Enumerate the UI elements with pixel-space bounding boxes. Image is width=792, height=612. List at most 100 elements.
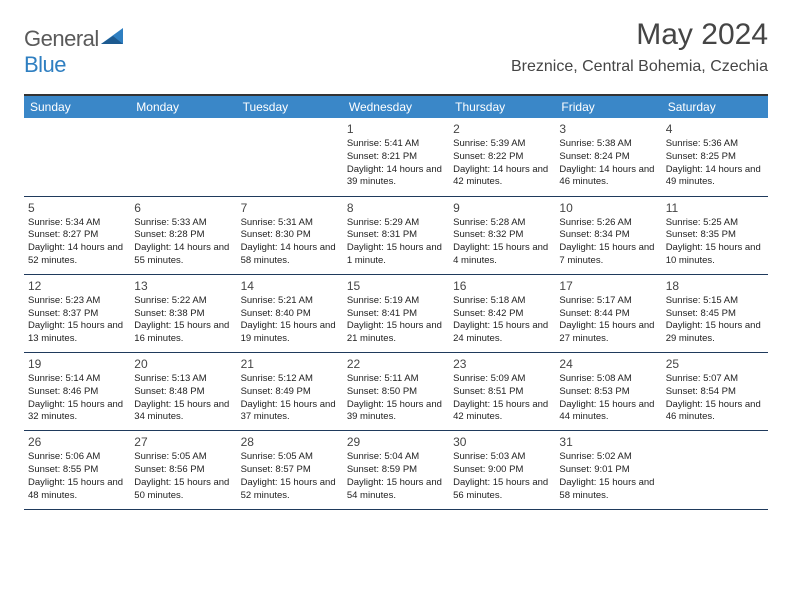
day-details: Sunrise: 5:23 AMSunset: 8:37 PMDaylight:…	[28, 295, 126, 346]
day-details: Sunrise: 5:26 AMSunset: 8:34 PMDaylight:…	[559, 217, 657, 268]
calendar-cell: 30Sunrise: 5:03 AMSunset: 9:00 PMDayligh…	[449, 431, 555, 509]
day-number: 3	[559, 122, 657, 136]
day-number: 9	[453, 201, 551, 215]
calendar-cell: 23 Sunrise: 5:09 AMSunset: 8:51 PMDayligh…	[449, 353, 555, 431]
day-number: 30	[453, 435, 551, 449]
day-header: Tuesday	[237, 96, 343, 118]
day-details: Sunrise: 5:11 AMSunset: 8:50 PMDaylight:…	[347, 373, 445, 424]
day-number: 7	[241, 201, 339, 215]
day-number: 8	[347, 201, 445, 215]
brand-word-1: General	[24, 26, 99, 51]
day-details: Sunrise: 5:19 AMSunset: 8:41 PMDaylight:…	[347, 295, 445, 346]
calendar-cell: 16 Sunrise: 5:18 AMSunset: 8:42 PMDayligh…	[449, 274, 555, 352]
calendar-cell: 18Sunrise: 5:15 AMSunset: 8:45 PMDayligh…	[662, 274, 768, 352]
calendar-cell: 8 Sunrise: 5:29 AMSunset: 8:31 PMDaylight…	[343, 196, 449, 274]
calendar-row: 12 Sunrise: 5:23 AMSunset: 8:37 PMDayligh…	[24, 274, 768, 352]
day-number: 17	[559, 279, 657, 293]
day-header: Sunday	[24, 96, 130, 118]
day-details: Sunrise: 5:34 AMSunset: 8:27 PMDaylight:…	[28, 217, 126, 268]
day-header: Friday	[555, 96, 661, 118]
day-details: Sunrise: 5:41 AMSunset: 8:21 PMDaylight:…	[347, 138, 445, 189]
day-header: Monday	[130, 96, 236, 118]
calendar-cell: 29Sunrise: 5:04 AMSunset: 8:59 PMDayligh…	[343, 431, 449, 509]
calendar-cell: 4Sunrise: 5:36 AMSunset: 8:25 PMDaylight…	[662, 118, 768, 196]
calendar-cell: 6 Sunrise: 5:33 AMSunset: 8:28 PMDaylight…	[130, 196, 236, 274]
page-header: General Blue May 2024 Breznice, Central …	[24, 18, 768, 88]
day-number: 29	[347, 435, 445, 449]
calendar-cell: 26 Sunrise: 5:06 AMSunset: 8:55 PMDayligh…	[24, 431, 130, 509]
day-header: Thursday	[449, 96, 555, 118]
calendar-cell: 15 Sunrise: 5:19 AMSunset: 8:41 PMDayligh…	[343, 274, 449, 352]
calendar-cell	[237, 118, 343, 196]
day-number: 14	[241, 279, 339, 293]
day-details: Sunrise: 5:12 AMSunset: 8:49 PMDaylight:…	[241, 373, 339, 424]
calendar-row: 26 Sunrise: 5:06 AMSunset: 8:55 PMDayligh…	[24, 431, 768, 509]
day-number: 10	[559, 201, 657, 215]
calendar-cell: 11 Sunrise: 5:25 AMSunset: 8:35 PMDayligh…	[662, 196, 768, 274]
day-details: Sunrise: 5:18 AMSunset: 8:42 PMDaylight:…	[453, 295, 551, 346]
day-number: 23	[453, 357, 551, 371]
calendar-grid: SundayMondayTuesdayWednesdayThursdayFrid…	[24, 96, 768, 510]
day-number: 31	[559, 435, 657, 449]
day-details: Sunrise: 5:39 AMSunset: 8:22 PMDaylight:…	[453, 138, 551, 189]
calendar-cell: 31Sunrise: 5:02 AMSunset: 9:01 PMDayligh…	[555, 431, 661, 509]
calendar-cell: 27Sunrise: 5:05 AMSunset: 8:56 PMDayligh…	[130, 431, 236, 509]
day-details: Sunrise: 5:15 AMSunset: 8:45 PMDaylight:…	[666, 295, 764, 346]
calendar-row: 5 Sunrise: 5:34 AMSunset: 8:27 PMDaylight…	[24, 196, 768, 274]
day-number: 26	[28, 435, 126, 449]
calendar-cell: 17 Sunrise: 5:17 AMSunset: 8:44 PMDayligh…	[555, 274, 661, 352]
calendar-cell	[24, 118, 130, 196]
calendar-cell: 1 Sunrise: 5:41 AMSunset: 8:21 PMDaylight…	[343, 118, 449, 196]
day-number: 6	[134, 201, 232, 215]
day-details: Sunrise: 5:33 AMSunset: 8:28 PMDaylight:…	[134, 217, 232, 268]
brand-word-2: Blue	[24, 52, 66, 77]
day-header: Saturday	[662, 96, 768, 118]
day-number: 24	[559, 357, 657, 371]
calendar-cell: 21 Sunrise: 5:12 AMSunset: 8:49 PMDayligh…	[237, 353, 343, 431]
day-header: Wednesday	[343, 96, 449, 118]
day-number: 19	[28, 357, 126, 371]
calendar-body: 1 Sunrise: 5:41 AMSunset: 8:21 PMDaylight…	[24, 118, 768, 509]
brand-text: General Blue	[24, 26, 125, 78]
day-details: Sunrise: 5:09 AMSunset: 8:51 PMDaylight:…	[453, 373, 551, 424]
calendar-row: 1 Sunrise: 5:41 AMSunset: 8:21 PMDaylight…	[24, 118, 768, 196]
location-label: Breznice, Central Bohemia, Czechia	[511, 58, 768, 76]
day-number: 4	[666, 122, 764, 136]
day-number: 15	[347, 279, 445, 293]
day-details: Sunrise: 5:31 AMSunset: 8:30 PMDaylight:…	[241, 217, 339, 268]
calendar-row: 19 Sunrise: 5:14 AMSunset: 8:46 PMDayligh…	[24, 353, 768, 431]
day-details: Sunrise: 5:13 AMSunset: 8:48 PMDaylight:…	[134, 373, 232, 424]
day-details: Sunrise: 5:21 AMSunset: 8:40 PMDaylight:…	[241, 295, 339, 346]
calendar-cell: 9 Sunrise: 5:28 AMSunset: 8:32 PMDaylight…	[449, 196, 555, 274]
calendar-cell: 25Sunrise: 5:07 AMSunset: 8:54 PMDayligh…	[662, 353, 768, 431]
calendar-cell: 20Sunrise: 5:13 AMSunset: 8:48 PMDayligh…	[130, 353, 236, 431]
calendar-page: General Blue May 2024 Breznice, Central …	[0, 0, 792, 612]
day-number: 13	[134, 279, 232, 293]
calendar-cell: 14 Sunrise: 5:21 AMSunset: 8:40 PMDayligh…	[237, 274, 343, 352]
day-details: Sunrise: 5:08 AMSunset: 8:53 PMDaylight:…	[559, 373, 657, 424]
day-number: 21	[241, 357, 339, 371]
day-number: 5	[28, 201, 126, 215]
day-number: 11	[666, 201, 764, 215]
day-number: 1	[347, 122, 445, 136]
day-number: 12	[28, 279, 126, 293]
calendar-cell: 19 Sunrise: 5:14 AMSunset: 8:46 PMDayligh…	[24, 353, 130, 431]
day-number: 25	[666, 357, 764, 371]
day-details: Sunrise: 5:38 AMSunset: 8:24 PMDaylight:…	[559, 138, 657, 189]
calendar-cell	[662, 431, 768, 509]
day-details: Sunrise: 5:05 AMSunset: 8:57 PMDaylight:…	[241, 451, 339, 502]
day-details: Sunrise: 5:14 AMSunset: 8:46 PMDaylight:…	[28, 373, 126, 424]
calendar-cell: 22Sunrise: 5:11 AMSunset: 8:50 PMDayligh…	[343, 353, 449, 431]
day-details: Sunrise: 5:29 AMSunset: 8:31 PMDaylight:…	[347, 217, 445, 268]
calendar-cell: 10 Sunrise: 5:26 AMSunset: 8:34 PMDayligh…	[555, 196, 661, 274]
day-details: Sunrise: 5:17 AMSunset: 8:44 PMDaylight:…	[559, 295, 657, 346]
day-number: 28	[241, 435, 339, 449]
calendar-header-row: SundayMondayTuesdayWednesdayThursdayFrid…	[24, 96, 768, 118]
day-details: Sunrise: 5:25 AMSunset: 8:35 PMDaylight:…	[666, 217, 764, 268]
month-title: May 2024	[511, 18, 768, 52]
calendar-cell: 13Sunrise: 5:22 AMSunset: 8:38 PMDayligh…	[130, 274, 236, 352]
day-details: Sunrise: 5:28 AMSunset: 8:32 PMDaylight:…	[453, 217, 551, 268]
day-details: Sunrise: 5:06 AMSunset: 8:55 PMDaylight:…	[28, 451, 126, 502]
calendar-cell: 12 Sunrise: 5:23 AMSunset: 8:37 PMDayligh…	[24, 274, 130, 352]
day-number: 16	[453, 279, 551, 293]
